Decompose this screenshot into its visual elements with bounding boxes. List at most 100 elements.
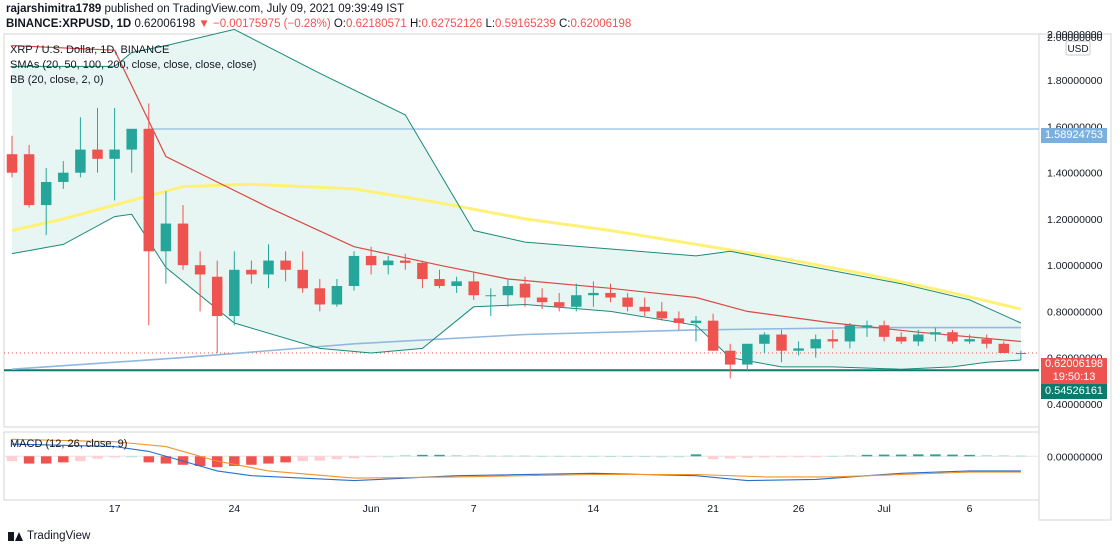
bb-lower-line xyxy=(11,213,1021,370)
macd-histogram-bar xyxy=(622,456,633,458)
macd-histogram-bar xyxy=(468,455,479,457)
macd-histogram-bar xyxy=(519,455,531,457)
x-tick-label: 21 xyxy=(707,503,719,515)
macd-histogram-bar xyxy=(793,456,804,458)
macd-signal-line xyxy=(11,438,1021,479)
x-tick-label: 26 xyxy=(793,503,805,515)
candle-body xyxy=(639,306,650,312)
support-price-tag: 0.54526161 xyxy=(1041,384,1107,399)
sma50-line xyxy=(11,182,1022,311)
chart-title: XRP / U.S. Dollar, 1D, BINANCE xyxy=(10,44,170,56)
macd-histogram-bar xyxy=(263,456,274,464)
macd-histogram-bar xyxy=(40,456,52,464)
low-label: L: xyxy=(485,18,496,30)
candle-body xyxy=(58,172,69,182)
macd-histogram-bar xyxy=(23,456,35,464)
macd-histogram-bar xyxy=(707,456,719,460)
price-tick-label: 1.80000000 xyxy=(1047,75,1103,87)
candle-body xyxy=(981,339,992,344)
close-label: C: xyxy=(559,18,571,30)
macd-histogram-bar xyxy=(280,456,291,463)
candle-body xyxy=(913,334,924,342)
candle-body xyxy=(468,281,479,296)
candle-body xyxy=(502,285,514,296)
candle-body xyxy=(930,332,941,335)
price-tick-label: 1.40000000 xyxy=(1047,168,1103,180)
candle-body xyxy=(605,292,616,298)
candle-body xyxy=(246,269,257,275)
macd-histogram-bar xyxy=(861,454,873,457)
macd-histogram-bar xyxy=(229,456,240,466)
candle-body xyxy=(776,334,787,351)
bb-legend[interactable]: BB (20, close, 2, 0) xyxy=(10,74,104,86)
macd-histogram-bar xyxy=(502,455,514,457)
candle-body xyxy=(229,269,240,317)
macd-histogram-bar xyxy=(553,455,565,457)
macd-pane-frame xyxy=(3,431,1040,501)
candle-body xyxy=(844,325,856,342)
price-tick-label: 1.20000000 xyxy=(1047,214,1103,226)
price-axis-frame xyxy=(1038,33,1112,521)
macd-legend[interactable]: MACD (12, 26, close, 9) xyxy=(10,438,128,450)
price-change: ▼ −0.00175975 (−0.28%) xyxy=(198,18,331,30)
sma-legend[interactable]: SMAs (20, 50, 100, 200, close, close, cl… xyxy=(10,59,257,71)
macd-histogram-bar xyxy=(690,454,702,457)
macd-histogram-bar xyxy=(246,456,257,465)
candle-body xyxy=(177,223,189,266)
candle-body xyxy=(827,339,839,342)
macd-histogram-bar xyxy=(211,456,223,468)
macd-histogram-bar xyxy=(485,455,497,457)
candle-body xyxy=(759,334,770,344)
price-tick-label: 2.00000000 xyxy=(1047,29,1103,41)
candle-body xyxy=(23,154,35,206)
currency-label: USD xyxy=(1067,44,1088,55)
x-tick-label: 7 xyxy=(471,503,477,515)
countdown-tag: 19:50:13 xyxy=(1041,371,1107,384)
candle-body xyxy=(109,149,120,159)
candle-body xyxy=(947,332,958,342)
bb-upper-line xyxy=(12,28,1022,324)
price-tick-label: 1.00000000 xyxy=(1047,260,1103,272)
macd-histogram-bar xyxy=(605,456,616,458)
candle-body xyxy=(331,285,343,305)
macd-tick-label: 0.00000000 xyxy=(1047,451,1103,463)
macd-histogram-bar xyxy=(656,456,668,458)
candle-body xyxy=(553,302,565,307)
candle-body xyxy=(6,154,18,173)
symbol-label: BINANCE:XRPUSD, 1D xyxy=(6,18,132,30)
macd-histogram-bar xyxy=(297,456,308,462)
macd-histogram-bar xyxy=(160,456,172,464)
candle-body xyxy=(519,283,531,298)
x-tick-label: Jul xyxy=(877,503,890,515)
ohlc-header: BINANCE:XRPUSD, 1D 0.62006198 ▼ −0.00175… xyxy=(6,18,631,30)
candle-body xyxy=(878,325,890,337)
low-value: 0.59165239 xyxy=(495,18,556,30)
macd-histogram-bar xyxy=(109,456,120,458)
candle-body xyxy=(571,295,582,307)
macd-histogram-bar xyxy=(844,455,856,457)
close-value: 0.62006198 xyxy=(570,18,632,30)
candle-body xyxy=(707,320,719,351)
candle-body xyxy=(895,336,907,342)
macd-histogram-bar xyxy=(571,455,582,457)
open-value: 0.62180571 xyxy=(346,18,407,30)
macd-histogram-bar xyxy=(759,456,770,458)
macd-histogram-bar xyxy=(331,456,343,460)
last-price-tag: 0.62006198 xyxy=(1041,358,1107,371)
macd-histogram-bar xyxy=(998,455,1010,457)
candle-body xyxy=(400,260,411,263)
macd-histogram-bar xyxy=(400,455,411,457)
candle-body xyxy=(724,350,736,365)
open-label: O: xyxy=(333,18,346,30)
macd-histogram-bar xyxy=(964,454,975,457)
footer-brand[interactable]: TradingView xyxy=(8,530,90,542)
price-tick-label: 0.40000000 xyxy=(1047,399,1103,411)
candle-body xyxy=(673,318,685,323)
macd-histogram-bar xyxy=(913,454,924,457)
candle-body xyxy=(656,311,668,319)
candle-body xyxy=(382,260,394,266)
candle-body xyxy=(75,149,86,173)
macd-histogram-bar xyxy=(878,454,890,457)
level-price-tag: 1.58924753 xyxy=(1041,128,1107,143)
